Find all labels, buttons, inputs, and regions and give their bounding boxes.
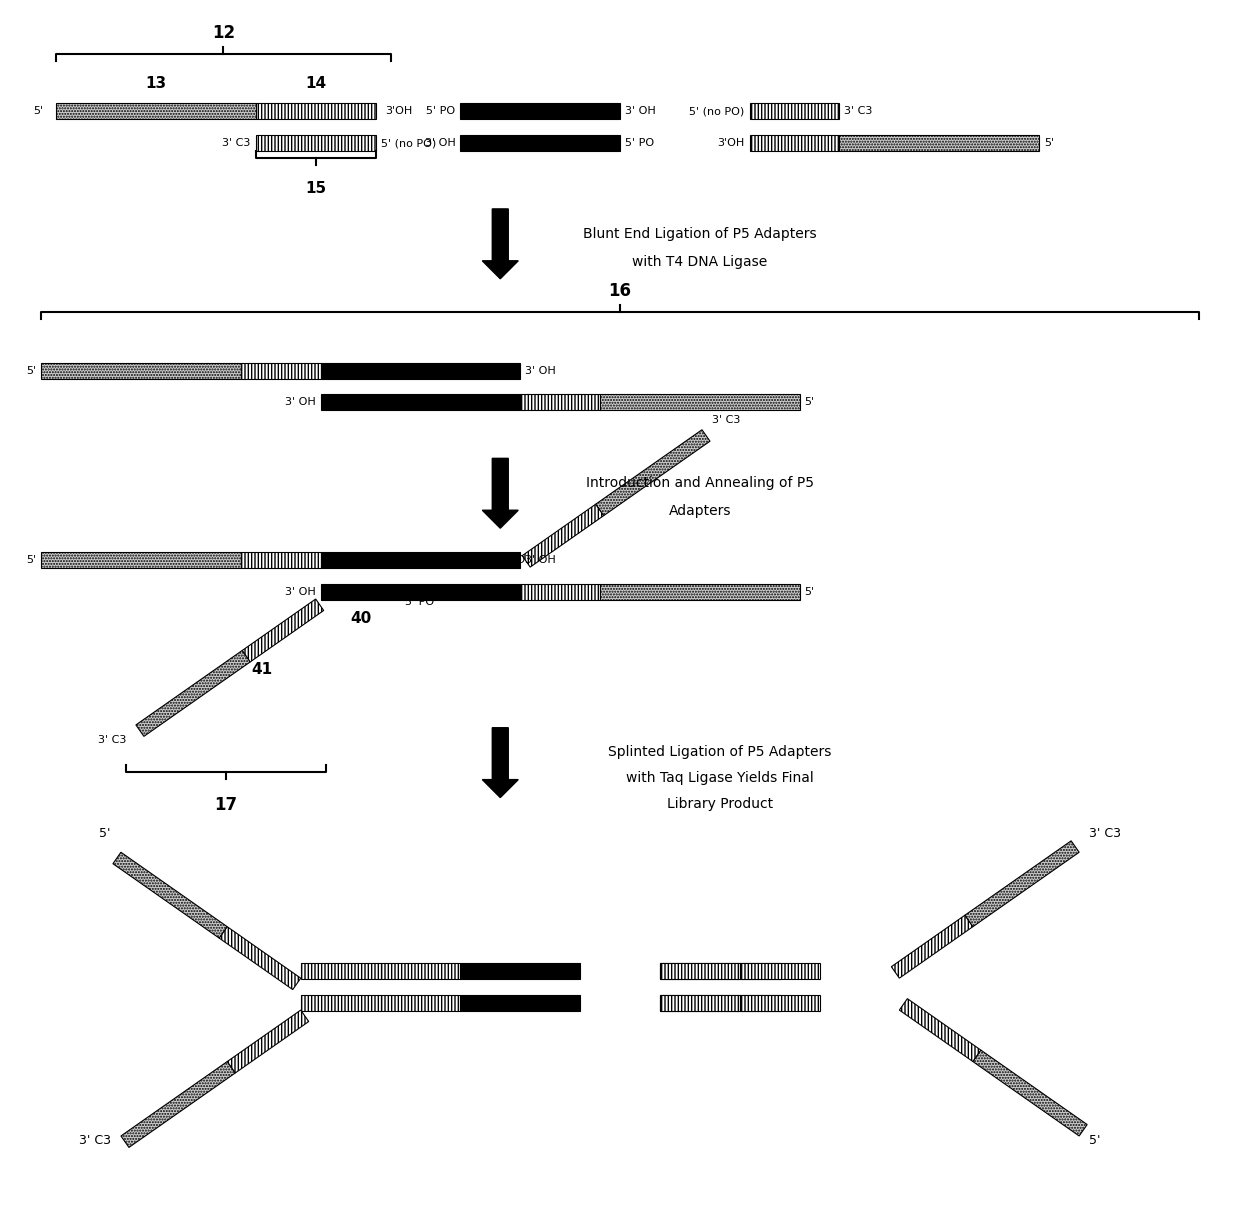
Text: 5': 5' <box>1089 1134 1101 1147</box>
Polygon shape <box>219 927 301 989</box>
Bar <box>750 104 839 119</box>
Polygon shape <box>595 430 711 515</box>
Text: 3'OH: 3'OH <box>718 138 745 149</box>
Text: Adapters: Adapters <box>668 504 732 518</box>
Text: 5': 5' <box>99 827 110 839</box>
Text: 5': 5' <box>1044 138 1054 149</box>
Bar <box>321 585 521 600</box>
Text: 3' OH: 3' OH <box>526 365 556 375</box>
Bar <box>660 995 740 1011</box>
Text: 3' C3: 3' C3 <box>222 138 250 149</box>
Bar <box>321 552 521 568</box>
Text: 14: 14 <box>305 76 326 90</box>
Bar <box>660 963 780 979</box>
Text: 3' C3: 3' C3 <box>844 106 873 116</box>
Text: 3' C3: 3' C3 <box>79 1134 110 1147</box>
Polygon shape <box>227 1010 309 1073</box>
Bar <box>460 995 580 1011</box>
Text: with Taq Ligase Yields Final: with Taq Ligase Yields Final <box>626 771 813 784</box>
Polygon shape <box>122 1062 236 1147</box>
Text: 3' C3: 3' C3 <box>98 734 126 745</box>
Bar <box>740 995 820 1011</box>
Text: 5' PO: 5' PO <box>427 106 455 116</box>
Text: 3' OH: 3' OH <box>285 397 316 408</box>
Text: 3' C3: 3' C3 <box>712 415 740 425</box>
Bar <box>321 363 521 379</box>
Bar <box>255 135 376 151</box>
Bar <box>321 395 521 410</box>
Text: 3'OH: 3'OH <box>386 106 413 116</box>
Bar <box>839 135 1039 151</box>
Bar <box>56 104 255 119</box>
Text: 17: 17 <box>215 795 237 814</box>
Text: 3' OH: 3' OH <box>285 587 316 597</box>
Text: 5' PO: 5' PO <box>405 597 434 607</box>
Bar <box>600 585 800 600</box>
Text: Library Product: Library Product <box>667 797 773 810</box>
Polygon shape <box>136 650 250 737</box>
Text: 5' PO: 5' PO <box>625 138 655 149</box>
Bar <box>301 963 381 979</box>
Text: 3' OH: 3' OH <box>424 138 455 149</box>
Text: 3' OH: 3' OH <box>625 106 656 116</box>
Bar <box>241 363 321 379</box>
Bar <box>750 135 839 151</box>
Bar <box>740 963 820 979</box>
Polygon shape <box>973 1050 1087 1136</box>
Polygon shape <box>482 458 518 529</box>
Bar <box>41 363 241 379</box>
Text: Introduction and Annealing of P5: Introduction and Annealing of P5 <box>585 476 813 491</box>
Text: 40: 40 <box>350 611 371 626</box>
Bar <box>460 104 620 119</box>
Bar <box>381 995 460 1011</box>
Polygon shape <box>965 840 1079 927</box>
Text: 3' OH: 3' OH <box>526 555 556 565</box>
Text: 12: 12 <box>212 24 234 43</box>
Bar <box>521 585 600 600</box>
Text: Blunt End Ligation of P5 Adapters: Blunt End Ligation of P5 Adapters <box>583 227 817 241</box>
Polygon shape <box>113 853 227 938</box>
Bar <box>660 995 780 1011</box>
Text: 5' (no PO): 5' (no PO) <box>689 106 745 116</box>
Text: Splinted Ligation of P5 Adapters: Splinted Ligation of P5 Adapters <box>608 744 832 759</box>
Polygon shape <box>242 599 324 661</box>
Bar <box>660 963 740 979</box>
Bar <box>255 104 376 119</box>
Bar <box>600 395 800 410</box>
Text: 5' (no PO): 5' (no PO) <box>381 138 435 149</box>
Bar <box>241 552 321 568</box>
Text: with T4 DNA Ligase: with T4 DNA Ligase <box>632 255 768 269</box>
Text: 5': 5' <box>26 555 36 565</box>
Bar <box>41 552 241 568</box>
Text: 5': 5' <box>805 397 815 408</box>
Polygon shape <box>482 209 518 279</box>
Text: 5': 5' <box>805 587 815 597</box>
Polygon shape <box>899 999 981 1062</box>
Text: 5' PO: 5' PO <box>496 555 526 565</box>
Text: 16: 16 <box>609 281 631 300</box>
Text: 41: 41 <box>252 661 273 677</box>
Polygon shape <box>522 504 604 568</box>
Polygon shape <box>482 727 518 798</box>
Bar <box>301 995 381 1011</box>
Polygon shape <box>892 915 973 978</box>
Text: 3' C3: 3' C3 <box>1089 827 1121 839</box>
Text: 5': 5' <box>33 106 43 116</box>
Bar <box>460 963 580 979</box>
Bar <box>521 395 600 410</box>
Bar <box>381 963 460 979</box>
Text: 15: 15 <box>305 181 326 196</box>
Text: 5': 5' <box>26 365 36 375</box>
Bar <box>460 135 620 151</box>
Text: 13: 13 <box>145 76 166 90</box>
